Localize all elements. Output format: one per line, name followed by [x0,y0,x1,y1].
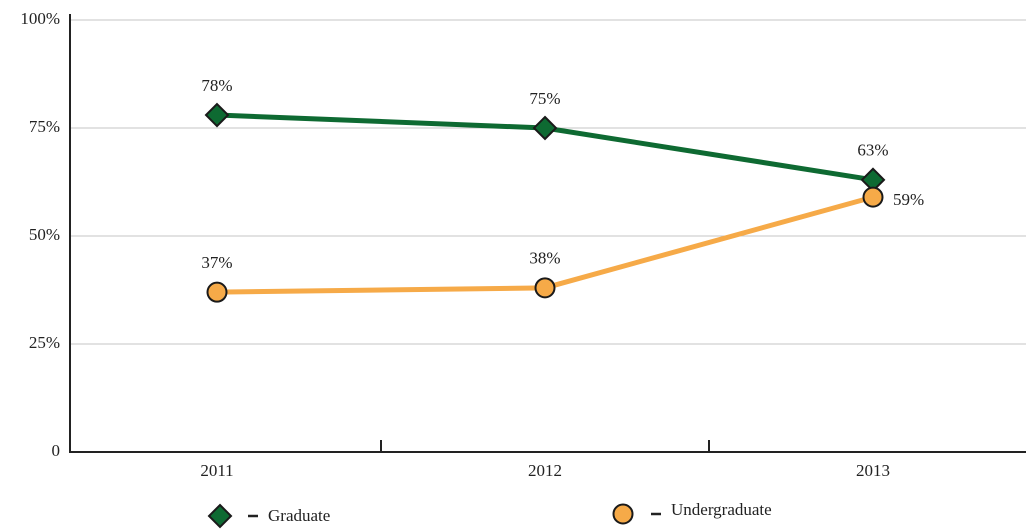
legend-label: Undergraduate [671,500,772,519]
legend-marker [207,503,233,529]
marker [206,281,228,303]
y-tick-label: 50% [29,225,60,244]
data-label: 78% [201,76,232,95]
marker [534,277,556,299]
y-tick-label: 0 [52,441,61,460]
x-tick-label: 2011 [200,461,233,480]
legend-marker [612,503,634,525]
marker [204,102,230,128]
data-label: 37% [201,253,232,272]
y-tick-label: 75% [29,117,60,136]
legend [248,512,661,518]
data-label: 59% [893,190,924,209]
legend-label: Graduate [268,506,330,525]
marker [862,186,884,208]
x-tick-label: 2013 [856,461,890,480]
marker [532,115,558,141]
y-tick-label: 25% [29,333,60,352]
data-label: 63% [857,141,888,160]
y-tick-label: 100% [20,9,60,28]
x-tick-label: 2012 [528,461,562,480]
data-label: 38% [529,249,560,268]
data-label: 75% [529,89,560,108]
